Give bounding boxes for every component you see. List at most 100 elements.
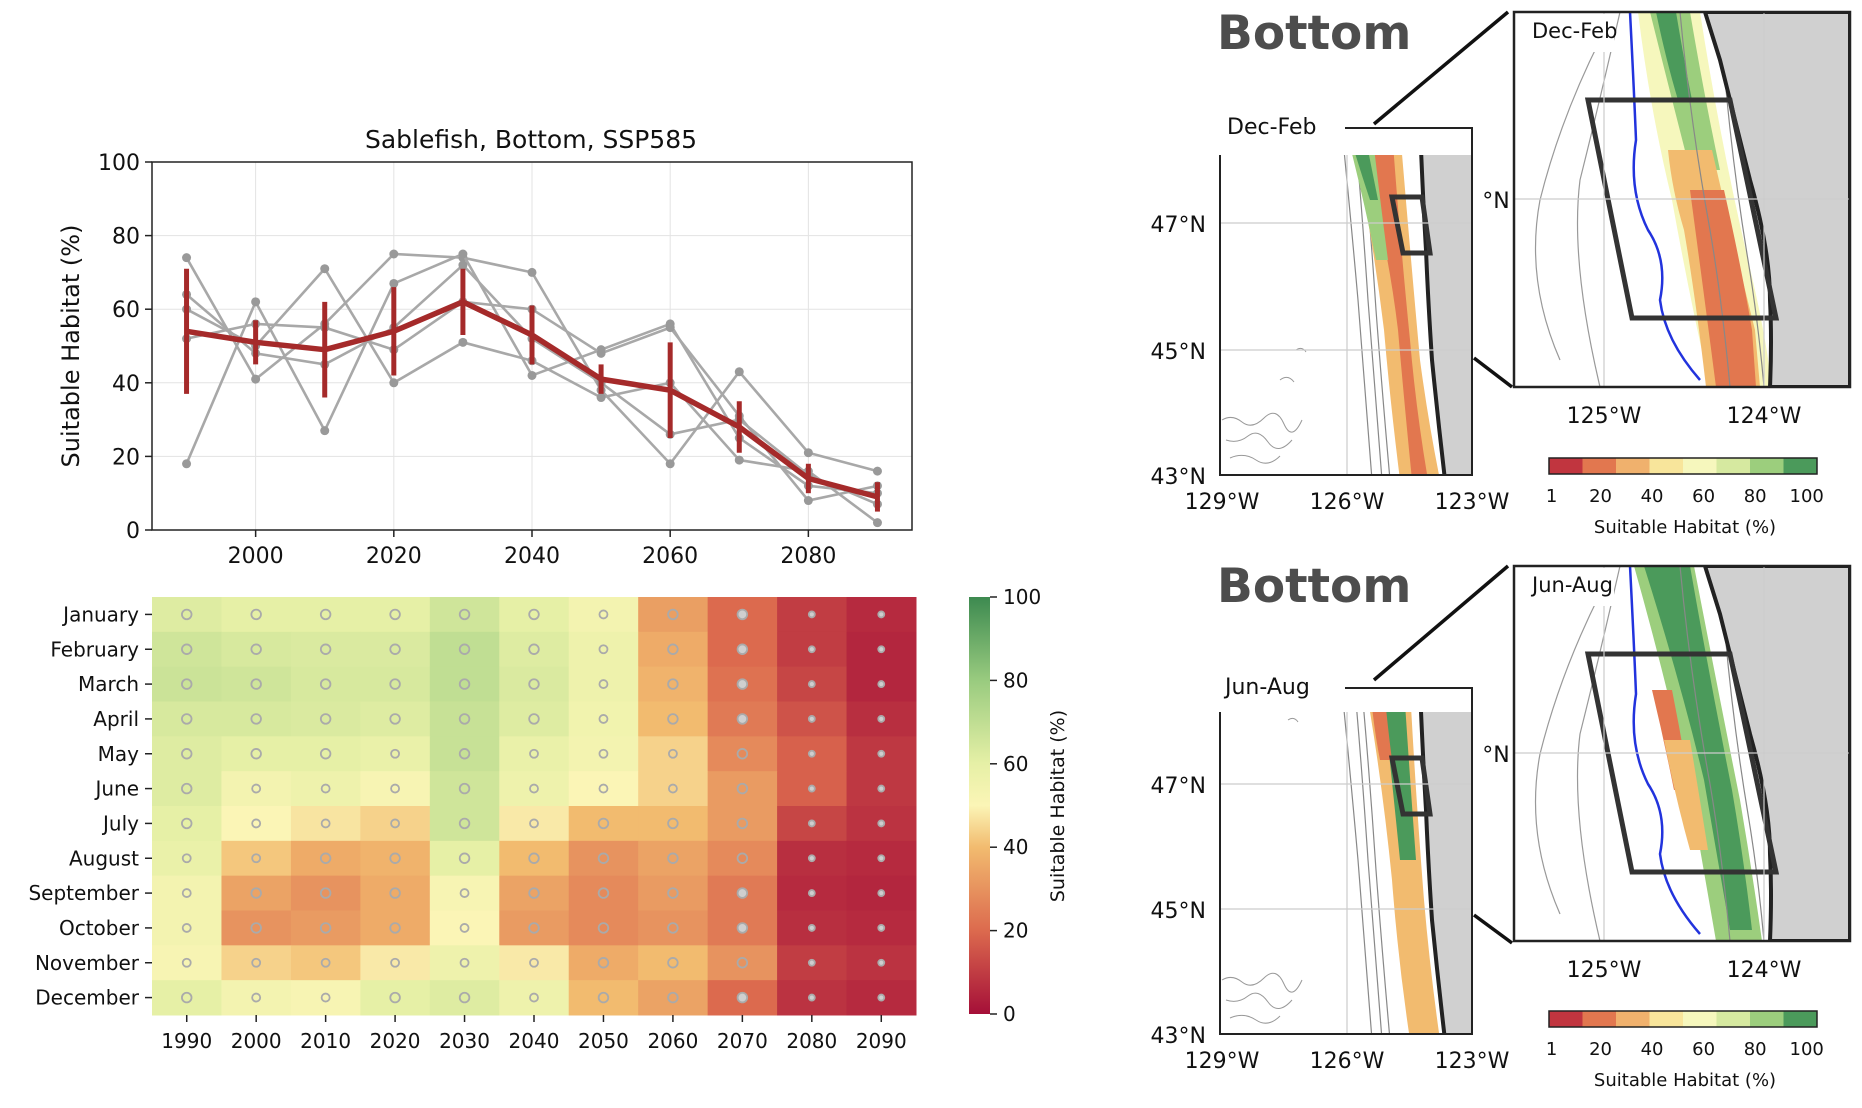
column-label: 2090: [856, 1029, 907, 1053]
map-lat-label: 47°N: [1151, 213, 1206, 238]
colorbar-swatch: [1649, 1011, 1684, 1027]
member-point: [596, 393, 606, 403]
y-tick-label: 60: [112, 298, 140, 323]
heatmap-marker: [877, 680, 886, 688]
column-label: 2080: [786, 1029, 837, 1053]
column-label: 2040: [509, 1029, 560, 1053]
y-tick-label: 100: [98, 151, 140, 176]
heatmap-marker: [597, 887, 610, 899]
member-point: [389, 378, 399, 388]
heatmap-cell: [290, 631, 361, 668]
heatmap-marker: [319, 748, 332, 760]
x-tick-label: 2020: [366, 544, 422, 569]
heatmap-marker: [736, 817, 749, 830]
colorbar-swatch: [1750, 1011, 1784, 1027]
heatmap-marker: [877, 889, 886, 897]
heatmap-cell: [429, 910, 500, 946]
heatmap-marker: [736, 713, 749, 725]
heatmap-cell: [638, 945, 709, 981]
heatmap-marker: [736, 782, 749, 795]
heatmap-cell: [568, 980, 639, 1016]
heatmap-marker: [877, 784, 886, 793]
heatmap-cell: [221, 631, 292, 668]
heatmap-marker: [320, 818, 331, 829]
heatmap-marker: [181, 853, 192, 864]
heatmap-cell: [360, 875, 431, 911]
member-point: [872, 518, 882, 528]
member-point: [527, 370, 537, 380]
map-lon-label: 123°W: [1435, 1049, 1510, 1074]
row-label: April: [93, 707, 139, 731]
map-lon-label: 123°W: [1435, 490, 1510, 515]
heatmap-marker: [389, 608, 401, 621]
heatmap-cell: [152, 980, 222, 1016]
heatmap-marker: [181, 957, 192, 968]
colorbar-tick-label: 60: [1692, 1039, 1715, 1060]
heatmap-marker: [667, 991, 679, 1004]
heatmap-marker: [529, 818, 539, 829]
heatmap-marker: [181, 643, 193, 655]
heatmap-marker: [389, 643, 401, 655]
member-point: [251, 297, 261, 307]
heatmap-colorbar-label: Suitable Habitat (%): [1047, 710, 1069, 902]
overview-map: [1220, 712, 1472, 1034]
colorbar-tick-label: 40: [1641, 486, 1664, 507]
heatmap-cell: [568, 840, 639, 877]
member-point: [803, 448, 813, 458]
heatmap-labels: January February March April May June July Augu…: [28, 602, 906, 1053]
heatmap-marker: [250, 643, 262, 655]
inset-map: [1514, 566, 1850, 941]
heatmap-cell: [152, 771, 222, 807]
zoom-connector: [1372, 10, 1510, 126]
heatmap-marker: [390, 783, 400, 794]
row-label: May: [98, 742, 140, 766]
heatmap-marker: [807, 819, 816, 828]
heatmap-cell: [152, 875, 222, 911]
line-chart-ylabel: Suitable Habitat (%): [57, 225, 85, 468]
colorbar-swatch: [1582, 1011, 1617, 1027]
heatmap-cell: [290, 597, 361, 633]
row-label: January: [61, 602, 139, 626]
y-tick-label: 20: [112, 445, 140, 470]
heatmap-marker: [251, 853, 262, 864]
heatmap-marker: [597, 817, 610, 830]
heatmap-marker: [181, 748, 193, 760]
y-tick-label: 0: [126, 519, 140, 544]
inset-box: [1584, 97, 1780, 321]
heatmap-marker: [668, 748, 678, 759]
member-point: [458, 337, 468, 347]
heatmap-cell: [499, 631, 570, 668]
heatmap-cell: [638, 631, 709, 668]
heatmap-cell: [360, 771, 431, 807]
heatmap-cell: [499, 666, 570, 702]
heatmap-marker: [807, 854, 816, 863]
heatmap-marker: [877, 610, 886, 619]
heatmap-marker: [250, 887, 262, 899]
heatmap-marker: [877, 819, 886, 828]
row-label: July: [101, 811, 139, 835]
heatmap-marker: [458, 817, 471, 830]
heatmap-marker: [598, 609, 609, 620]
map-lon-label: 126°W: [1310, 1049, 1385, 1074]
heatmap-cell: [638, 840, 709, 877]
x-tick-label: 2040: [504, 544, 560, 569]
column-label: 2050: [578, 1029, 629, 1053]
colorbar-tick-label: 60: [1003, 752, 1028, 776]
heatmap-marker: [877, 958, 886, 967]
heatmap-marker: [598, 783, 609, 794]
heatmap-marker: [250, 713, 262, 725]
heatmap-marker: [389, 887, 401, 899]
inset-box: [1388, 194, 1433, 256]
row-label: October: [59, 916, 140, 940]
heatmap-cell: [152, 840, 222, 877]
heatmap-marker: [598, 714, 609, 724]
member-point: [734, 367, 744, 377]
map-panel-heading: Bottom: [1217, 559, 1411, 614]
member-point: [389, 278, 399, 288]
heatmap-marker: [181, 991, 193, 1004]
colorbar-swatch: [1549, 1011, 1583, 1027]
colorbar-tick-label: 60: [1692, 486, 1715, 507]
column-label: 2020: [370, 1029, 421, 1053]
